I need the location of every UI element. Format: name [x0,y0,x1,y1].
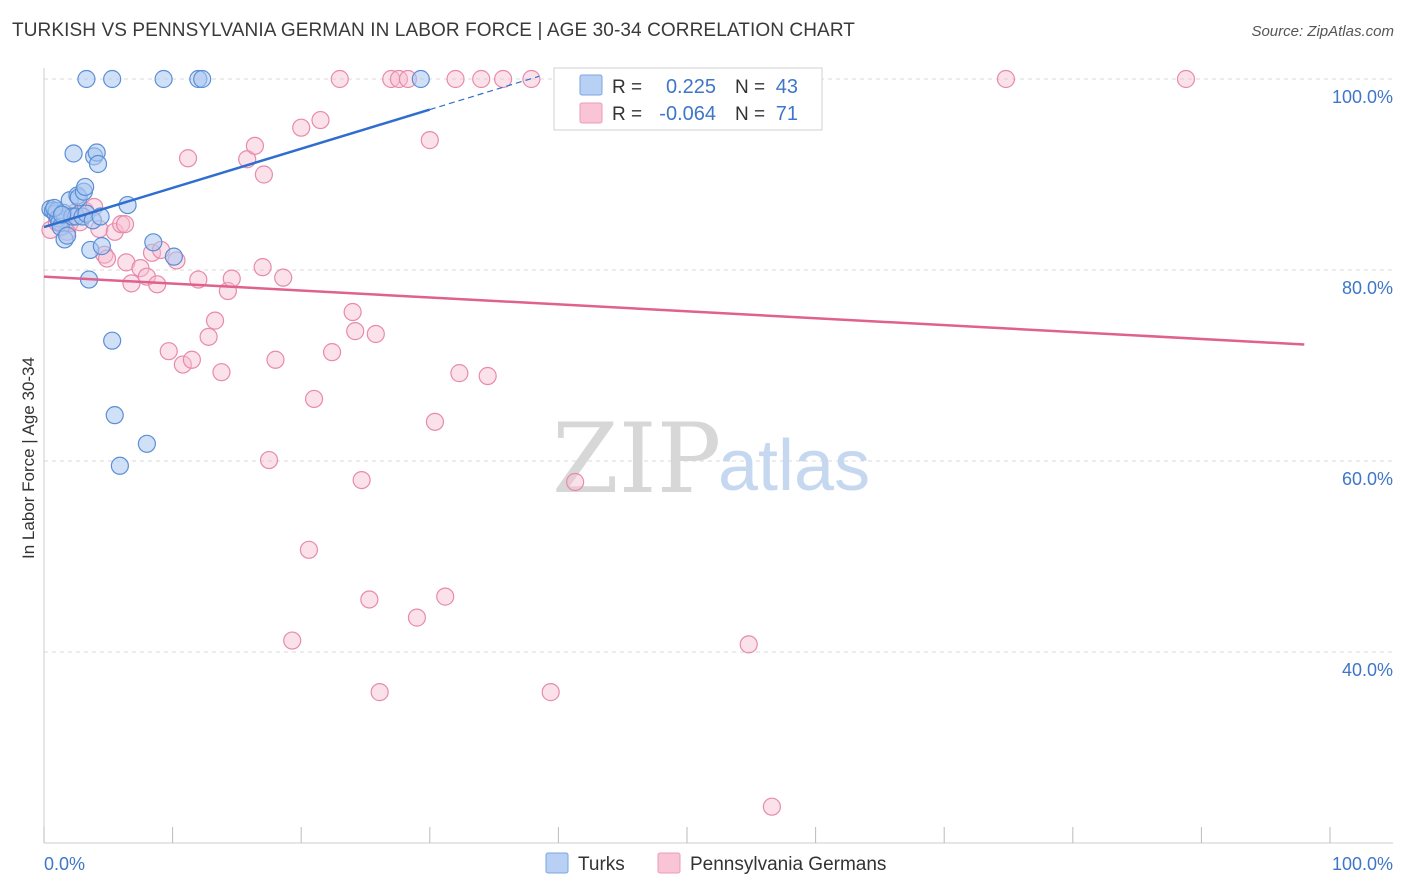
watermark-atlas: atlas [718,426,870,506]
y-axis-title: In Labor Force | Age 30-34 [19,357,38,559]
pg-point-60 [446,69,465,89]
stat-n-label-pg: N = [735,104,765,125]
turks-point-25 [88,154,108,174]
turks-point-28 [103,331,122,350]
pg-point-71 [1176,69,1196,89]
pg-point-56 [407,608,427,627]
turks-point-27 [92,237,111,256]
legend-swatch-turks [545,852,569,874]
pg-point-12 [105,222,124,241]
pg-trend-line [43,275,1305,346]
pg-point-24 [173,355,192,374]
pg-point-57 [420,131,439,150]
turks-point-37 [154,69,173,89]
pg-point-36 [254,165,274,184]
pg-point-28 [199,327,218,346]
y-tick-label-2: 80.0% [1342,278,1393,298]
turks-point-42 [52,205,72,224]
pg-point-70 [996,69,1016,89]
stats-swatch-turks [579,74,603,96]
y-tick-label-1: 60.0% [1342,469,1393,489]
pg-point-61 [450,364,469,383]
pg-point-25 [178,149,198,168]
source-label: Source: ZipAtlas.com [1251,23,1394,40]
x-tick-label-max: 100.0% [1332,854,1393,874]
pg-point-68 [739,635,758,654]
pg-point-44 [311,110,330,130]
legend-swatch-pg [657,852,681,874]
stat-r-pg: -0.064 [659,103,716,125]
turks-point-12 [64,144,83,163]
pg-point-49 [352,471,371,490]
pg-point-16 [122,274,141,293]
legend-label-pg: Pennsylvania Germans [690,854,886,875]
pg-point-40 [283,631,302,650]
pg-point-58 [425,412,445,431]
pg-point-29 [205,311,225,330]
watermark-zip: ZIP [552,403,721,515]
y-tick-label-0: 40.0% [1342,660,1393,680]
pg-point-64 [494,69,513,89]
pg-point-39 [274,268,293,287]
pg-point-14 [115,215,135,234]
chart-title: TURKISH VS PENNSYLVANIA GERMAN IN LABOR … [12,20,855,41]
turks-point-39 [193,69,212,89]
watermark: ZIP atlas [552,403,870,515]
pg-point-42 [299,540,319,559]
pg-point-45 [322,343,342,362]
pg-point-38 [266,350,285,369]
stat-r-turks: 0.225 [666,76,716,98]
pg-point-62 [472,69,491,89]
pg-point-34 [245,136,265,155]
pg-point-67 [566,472,585,492]
pg-point-66 [541,683,560,702]
pg-point-37 [259,450,279,470]
stat-n-turks: 43 [776,76,798,98]
turks-point-32 [137,434,156,453]
turks-point-35 [77,69,96,89]
pg-point-13 [112,215,131,234]
stat-r-label-turks: R = [612,77,642,98]
pg-point-32 [222,269,241,288]
turks-point-30 [110,456,129,475]
series-legend: Turks Pennsylvania Germans [545,852,886,875]
stats-legend: R = 0.225 N = 43 R = -0.064 N = 71 [553,67,823,131]
pg-point-51 [366,324,385,344]
stat-n-label-turks: N = [735,77,765,98]
pg-point-63 [478,366,497,386]
turks-point-29 [105,406,124,425]
pg-point-52 [370,683,389,702]
pg-point-50 [360,590,379,609]
stats-swatch-pg [579,102,603,124]
turks-point-9 [58,226,77,245]
turks-point-40 [411,69,430,89]
trend-lines [43,75,1305,346]
pg-point-26 [182,350,201,369]
stat-n-pg: 71 [776,103,798,125]
turks-trend-line [43,108,431,229]
x-tick-label-min: 0.0% [44,854,85,874]
y-tick-labels: 40.0% 60.0% 80.0% 100.0% [1332,87,1393,680]
pg-point-35 [253,258,272,277]
pg-point-69 [762,797,781,816]
pg-point-22 [159,342,178,361]
legend-label-turks: Turks [578,854,625,875]
stat-r-label-pg: R = [612,104,642,125]
turks-point-36 [103,69,122,89]
pg-point-59 [436,587,455,606]
turks-trend-extension [429,75,540,111]
turks-point-33 [144,233,163,252]
y-tick-label-3: 100.0% [1332,87,1393,107]
turks-point-18 [76,177,95,197]
pg-point-30 [212,363,231,382]
pg-point-65 [522,69,541,89]
pg-point-46 [330,69,349,89]
axes [43,68,1393,844]
pg-point-48 [346,322,365,341]
pg-point-41 [292,118,311,137]
pg-point-43 [304,389,324,409]
turks-point-34 [164,247,183,266]
pg-point-47 [343,302,362,322]
